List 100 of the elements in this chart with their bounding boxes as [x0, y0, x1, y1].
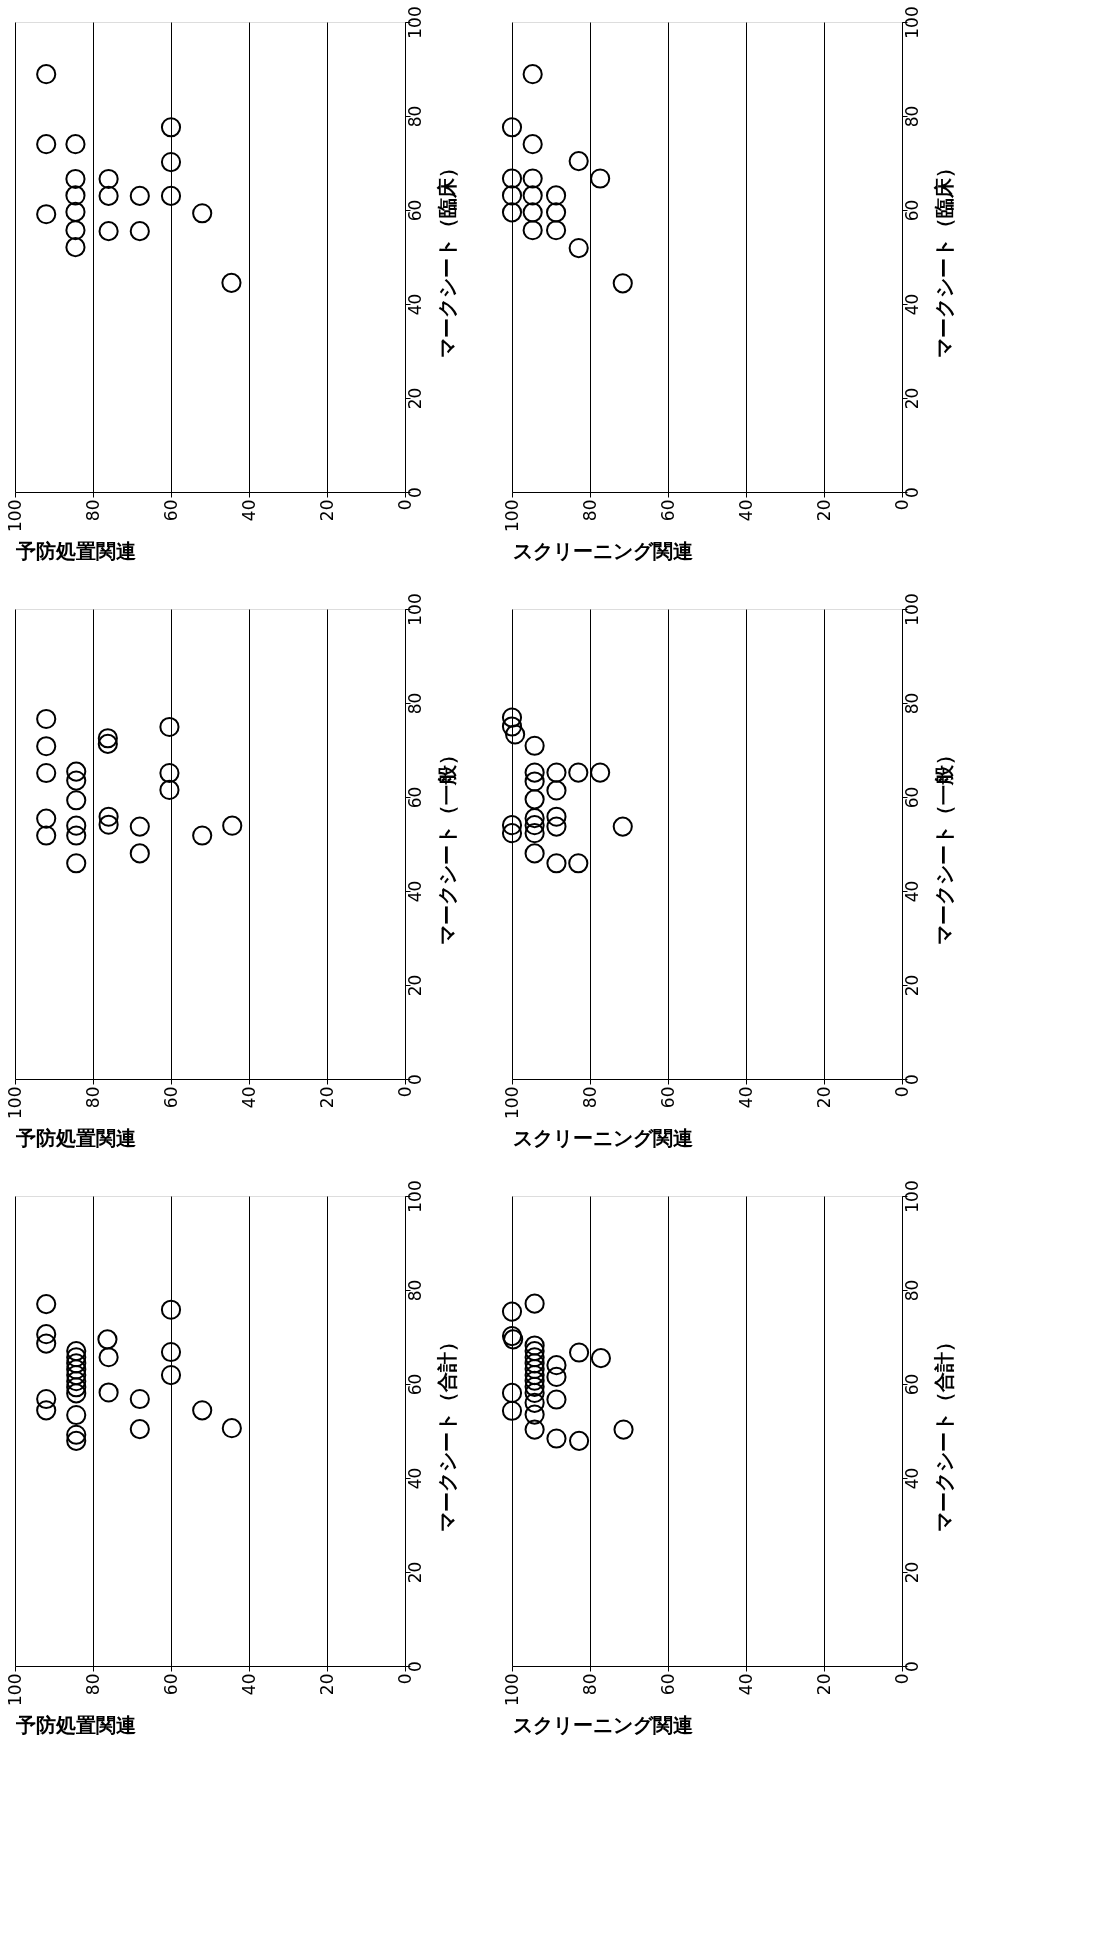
point — [98, 221, 119, 242]
point — [524, 1382, 545, 1403]
y-tick-label: 100 — [404, 6, 425, 39]
y-tick-label: 20 — [404, 387, 425, 410]
point — [590, 762, 611, 783]
x-axis-title: 予防処置関連 — [14, 1125, 136, 1150]
point — [524, 1293, 545, 1314]
point — [36, 134, 57, 155]
point — [66, 1383, 87, 1404]
y-tick-label: 80 — [404, 105, 425, 128]
point — [501, 1301, 523, 1322]
point — [568, 853, 589, 874]
point — [546, 762, 567, 783]
x-axis-title: 予防処置関連 — [14, 538, 136, 563]
point — [546, 1389, 567, 1410]
point — [98, 1347, 119, 1368]
point — [612, 273, 633, 294]
point — [65, 185, 86, 206]
point — [160, 1365, 182, 1386]
y-tick-label: 60 — [901, 786, 922, 809]
point — [545, 220, 567, 241]
x-tick-label: 40 — [238, 499, 259, 522]
x-tick-label: 40 — [735, 1673, 756, 1696]
point — [98, 814, 119, 835]
y-tick-label: 80 — [404, 1279, 425, 1302]
x-axis-title: スクリーニング関連 — [512, 1125, 693, 1150]
point — [36, 825, 57, 846]
x-tick-label: 0 — [891, 499, 912, 511]
point — [65, 168, 86, 190]
point — [160, 117, 182, 138]
point — [36, 64, 57, 85]
x-tick-label: 60 — [160, 499, 181, 522]
point — [524, 1376, 545, 1397]
y-axis-title: マークシート（臨床） — [434, 157, 459, 358]
point — [613, 1419, 634, 1440]
point — [568, 762, 589, 783]
y-tick-label: 40 — [901, 1467, 922, 1490]
point — [129, 185, 150, 206]
x-tick-label: 40 — [735, 1086, 756, 1109]
point — [524, 1392, 545, 1413]
point — [66, 815, 87, 836]
point — [129, 816, 150, 837]
x-tick-label: 80 — [82, 1086, 103, 1109]
point — [545, 202, 567, 223]
y-tick-label: 20 — [404, 1561, 425, 1584]
point — [98, 168, 119, 190]
point — [66, 761, 87, 782]
y-tick-label: 0 — [901, 1074, 922, 1085]
point — [546, 816, 567, 837]
x-tick-label: 100 — [501, 1086, 522, 1119]
point — [66, 825, 87, 846]
x-tick-label: 100 — [4, 1673, 25, 1706]
point — [159, 762, 180, 784]
y-tick-label: 20 — [404, 974, 425, 997]
point — [66, 1353, 87, 1374]
point — [36, 708, 57, 730]
point — [160, 185, 182, 206]
y-tick-label: 0 — [901, 487, 922, 498]
x-axis-title: スクリーニング関連 — [512, 538, 693, 563]
x-tick-label: 100 — [501, 1673, 522, 1706]
x-tick-label: 0 — [891, 1086, 912, 1098]
point — [97, 1329, 118, 1350]
point — [569, 1342, 590, 1363]
x-axis-title: 予防処置関連 — [14, 1712, 136, 1737]
x-axis-title: スクリーニング関連 — [512, 1712, 693, 1737]
point — [66, 790, 87, 811]
point — [66, 1359, 87, 1380]
point — [65, 134, 86, 155]
point — [65, 237, 86, 258]
x-tick-label: 100 — [4, 499, 25, 532]
x-tick-label: 40 — [735, 499, 756, 522]
point — [524, 735, 545, 756]
y-tick-label: 100 — [404, 1180, 425, 1213]
x-tick-label: 20 — [316, 1673, 337, 1696]
point — [524, 843, 545, 864]
x-tick-label: 80 — [579, 499, 600, 522]
y-tick-label: 60 — [404, 1373, 425, 1396]
point — [590, 168, 611, 189]
point — [192, 1400, 213, 1421]
x-tick-label: 60 — [160, 1086, 181, 1109]
x-tick-label: 20 — [813, 1086, 834, 1109]
point — [524, 762, 545, 783]
point — [98, 1382, 119, 1403]
x-tick-label: 80 — [82, 499, 103, 522]
point — [129, 221, 150, 242]
y-axis-title: マークシート（臨床） — [931, 157, 956, 358]
y-tick-label: 60 — [404, 786, 425, 809]
point — [568, 151, 589, 172]
point — [160, 151, 182, 173]
point — [36, 1333, 57, 1354]
point — [159, 716, 180, 738]
point — [612, 816, 633, 837]
y-tick-label: 80 — [901, 1279, 922, 1302]
point — [98, 806, 119, 827]
point — [36, 204, 57, 225]
point — [524, 1404, 545, 1425]
point — [66, 1371, 87, 1392]
point — [524, 771, 545, 792]
point — [36, 762, 57, 784]
point — [524, 1335, 545, 1356]
